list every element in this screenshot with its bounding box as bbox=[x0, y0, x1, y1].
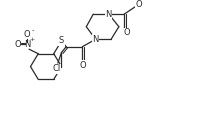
Text: -: - bbox=[31, 27, 34, 33]
Text: Cl: Cl bbox=[53, 64, 61, 73]
Text: O: O bbox=[79, 61, 86, 70]
Text: S: S bbox=[59, 36, 64, 45]
Text: N: N bbox=[24, 40, 30, 49]
Text: N: N bbox=[92, 35, 99, 44]
Text: N: N bbox=[106, 10, 112, 19]
Text: O: O bbox=[124, 28, 131, 37]
Text: O: O bbox=[24, 30, 30, 39]
Text: O: O bbox=[135, 0, 142, 9]
Text: +: + bbox=[29, 37, 35, 42]
Text: O: O bbox=[15, 40, 21, 49]
